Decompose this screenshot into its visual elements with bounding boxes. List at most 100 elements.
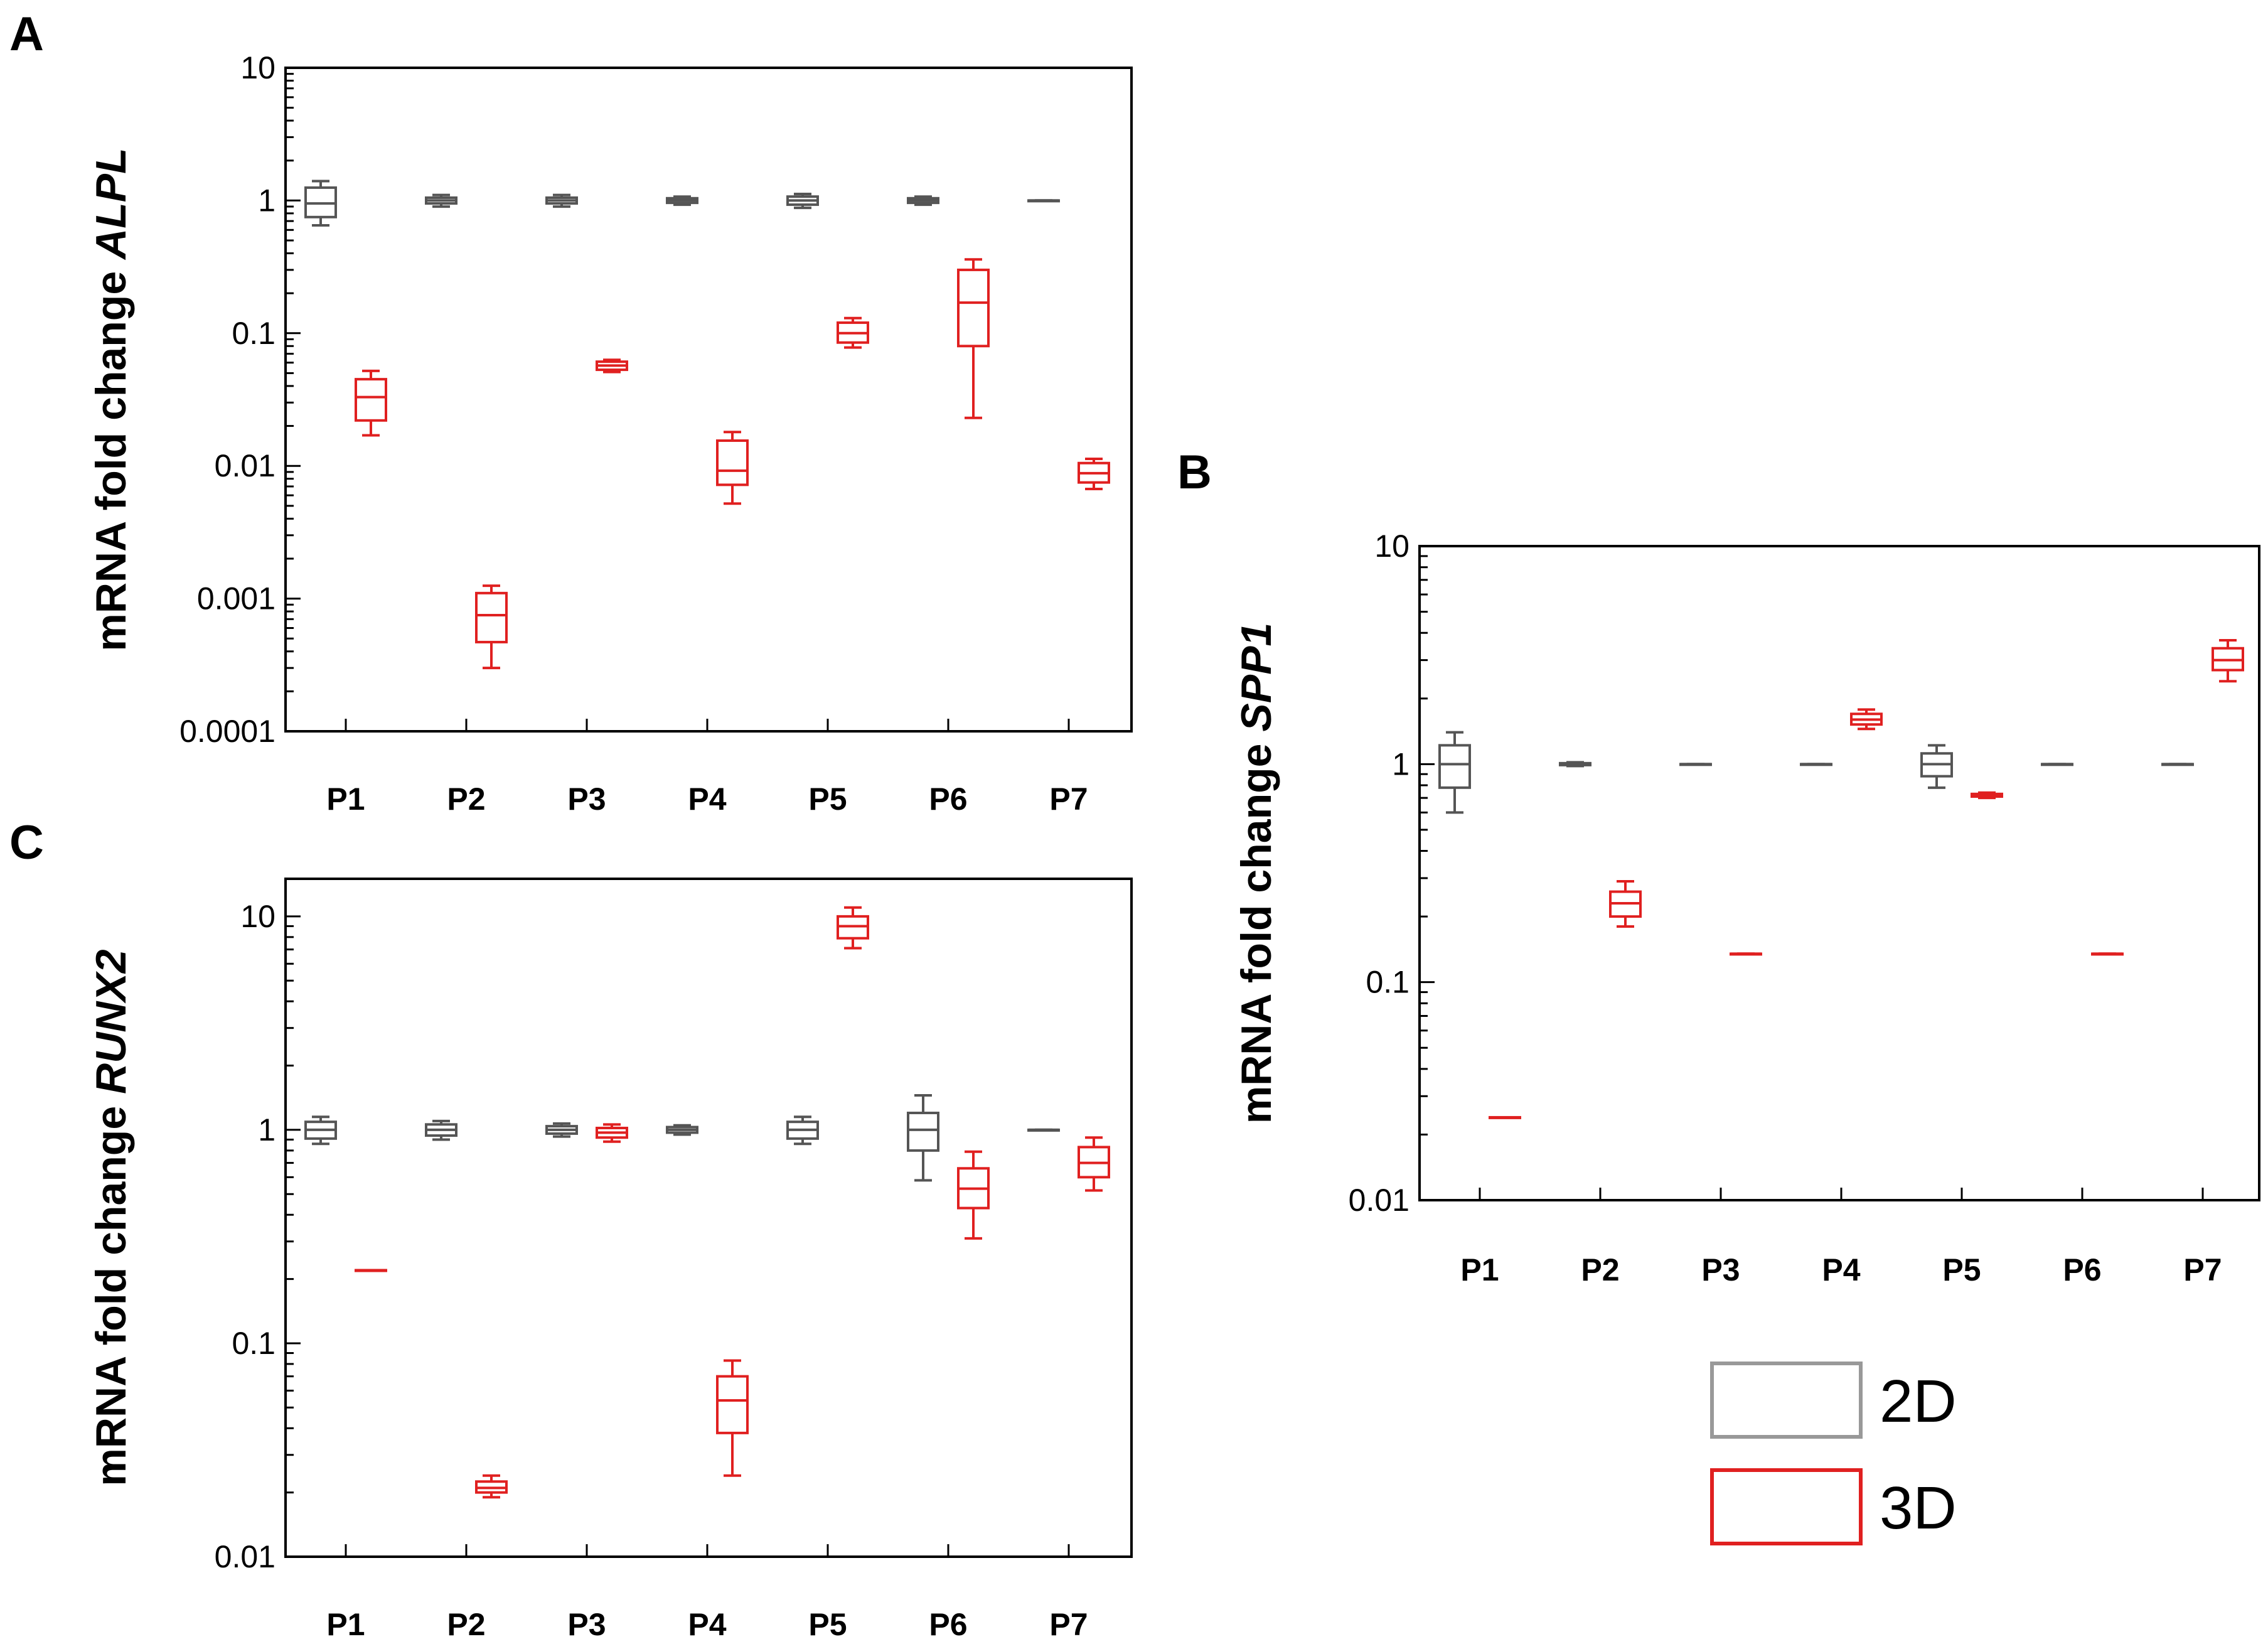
box-3d-p2 xyxy=(475,584,508,670)
y-axis-title-c: mRNA fold change RUNX2 xyxy=(87,949,135,1486)
y-axis-title-prefix-b: mRNA fold change xyxy=(1233,732,1280,1124)
y-tick-label: 0.01 xyxy=(215,1539,275,1574)
box-2d-p4 xyxy=(666,1124,698,1136)
box-2d-p4 xyxy=(666,195,698,207)
x-tick-label: P1 xyxy=(326,1607,365,1642)
x-tick-label: P6 xyxy=(929,782,967,817)
iqr-box xyxy=(716,1375,749,1434)
box-2d-p7 xyxy=(1027,1128,1060,1132)
x-tick-label: P4 xyxy=(688,1607,726,1642)
box-2d-p2 xyxy=(425,1119,457,1141)
x-tick-label: P7 xyxy=(2183,1252,2222,1287)
x-tick-label: P5 xyxy=(808,1607,847,1642)
y-axis-title-prefix-a: mRNA fold change xyxy=(87,259,135,652)
y-axis-b: 10 1 0.1 0.01 xyxy=(1349,529,1435,1218)
legend-label-3d: 3D xyxy=(1880,1474,1957,1542)
box-2d-p5 xyxy=(1920,744,1953,789)
y-axis-title-gene-c: RUNX2 xyxy=(87,949,135,1094)
y-tick-label: 0.1 xyxy=(232,1326,275,1361)
x-tick-label: P5 xyxy=(1942,1252,1981,1287)
y-tick-label: 1 xyxy=(258,1112,275,1147)
x-axis-c: P1 P2 P3 P4 P5 P6 P7 xyxy=(326,1544,1088,1642)
x-tick-label: P2 xyxy=(447,1607,485,1642)
y-axis-title-b: mRNA fold change SPP1 xyxy=(1233,623,1280,1124)
iqr-box xyxy=(907,1111,939,1152)
plot-frame-b xyxy=(1418,545,2260,1201)
y-tick-label: 1 xyxy=(258,183,275,218)
y-axis-title-gene-a: ALPL xyxy=(87,148,135,261)
boxes-a xyxy=(304,180,1110,670)
y-axis-c: 10 1 0.1 0.01 xyxy=(215,899,301,1574)
x-tick-label: P3 xyxy=(1701,1252,1740,1287)
box-2d-p7 xyxy=(1027,199,1060,203)
x-tick-label: P7 xyxy=(1049,782,1088,817)
box-2d-p1 xyxy=(1438,731,1471,814)
y-tick-label: 0.1 xyxy=(1366,965,1409,1000)
box-3d-p7 xyxy=(1078,1136,1110,1192)
panel-letter-c: C xyxy=(9,816,44,869)
legend: 2D 3D xyxy=(1710,1362,1957,1545)
box-2d-p7 xyxy=(2161,763,2194,766)
iqr-box xyxy=(716,439,749,486)
panel-b: B 10 1 0.1 0.01 P1 P2 P3 P4 P5 P6 P7 mRNA fold ch… xyxy=(1177,446,2260,1287)
panel-letter-a: A xyxy=(9,8,44,61)
x-tick-label: P3 xyxy=(567,1607,606,1642)
box-3d-p1 xyxy=(355,369,387,437)
box-2d-p1 xyxy=(304,1115,337,1146)
box-3d-p5 xyxy=(837,906,869,950)
box-3d-p4 xyxy=(716,431,749,505)
panel-a: A 10 1 0.1 0.01 0.001 0.0001 P1 P2 P3 P4 P5 P6 P7 m… xyxy=(9,8,1133,817)
box-3d-p7 xyxy=(2212,638,2244,683)
box-2d-p3 xyxy=(1679,763,1712,766)
y-tick-label: 10 xyxy=(1374,529,1409,564)
legend-swatch-2d xyxy=(1710,1362,1863,1439)
legend-swatch-3d xyxy=(1710,1468,1863,1545)
box-3d-p3 xyxy=(1730,952,1762,956)
box-3d-p4 xyxy=(716,1359,749,1477)
x-tick-label: P7 xyxy=(1049,1607,1088,1642)
y-axis-a: 10 1 0.1 0.01 0.001 0.0001 xyxy=(179,50,301,749)
box-2d-p5 xyxy=(786,1115,819,1146)
box-2d-p6 xyxy=(2041,763,2073,766)
box-2d-p2 xyxy=(1559,761,1591,768)
y-axis-title-a: mRNA fold change ALPL xyxy=(87,148,135,651)
box-2d-p4 xyxy=(1800,763,1832,766)
box-3d-p5 xyxy=(1971,791,2003,800)
y-tick-label: 10 xyxy=(240,899,275,934)
box-3d-p6 xyxy=(957,258,990,419)
box-2d-p5 xyxy=(786,192,819,210)
legend-label-2d: 2D xyxy=(1880,1368,1957,1435)
x-axis-a: P1 P2 P3 P4 P5 P6 P7 xyxy=(326,719,1088,817)
x-tick-label: P6 xyxy=(2063,1252,2101,1287)
iqr-box xyxy=(957,268,990,348)
x-tick-label: P3 xyxy=(567,782,606,817)
x-tick-label: P4 xyxy=(688,782,726,817)
y-tick-label: 1 xyxy=(1392,746,1409,782)
x-axis-b: P1 P2 P3 P4 P5 P6 P7 xyxy=(1460,1188,2222,1287)
x-tick-label: P2 xyxy=(1581,1252,1619,1287)
box-3d-p2 xyxy=(475,1474,508,1499)
panel-c: C 10 1 0.1 0.01 P1 P2 P3 P4 P5 P6 P7 mRNA fold ch… xyxy=(9,816,1133,1642)
boxes-c xyxy=(304,906,1110,1499)
panel-letter-b: B xyxy=(1177,446,1212,499)
box-2d-p6 xyxy=(907,1094,939,1182)
box-3d-p2 xyxy=(1609,880,1642,928)
y-tick-label: 0.01 xyxy=(215,448,275,483)
box-2d-p6 xyxy=(907,195,939,207)
iqr-box xyxy=(355,378,387,422)
iqr-box xyxy=(1438,744,1471,789)
plot-frame-c xyxy=(284,878,1133,1558)
x-tick-label: P1 xyxy=(1460,1252,1499,1287)
box-2d-p2 xyxy=(425,193,457,208)
iqr-box xyxy=(475,591,508,643)
y-tick-label: 0.1 xyxy=(232,316,275,351)
box-2d-p3 xyxy=(545,193,578,208)
x-tick-label: P4 xyxy=(1822,1252,1860,1287)
y-axis-title-gene-b: SPP1 xyxy=(1233,623,1280,732)
box-3d-p7 xyxy=(1078,457,1110,490)
box-3d-p1 xyxy=(1489,1115,1521,1119)
x-tick-label: P6 xyxy=(929,1607,967,1642)
y-tick-label: 0.001 xyxy=(197,581,275,616)
x-tick-label: P5 xyxy=(808,782,847,817)
